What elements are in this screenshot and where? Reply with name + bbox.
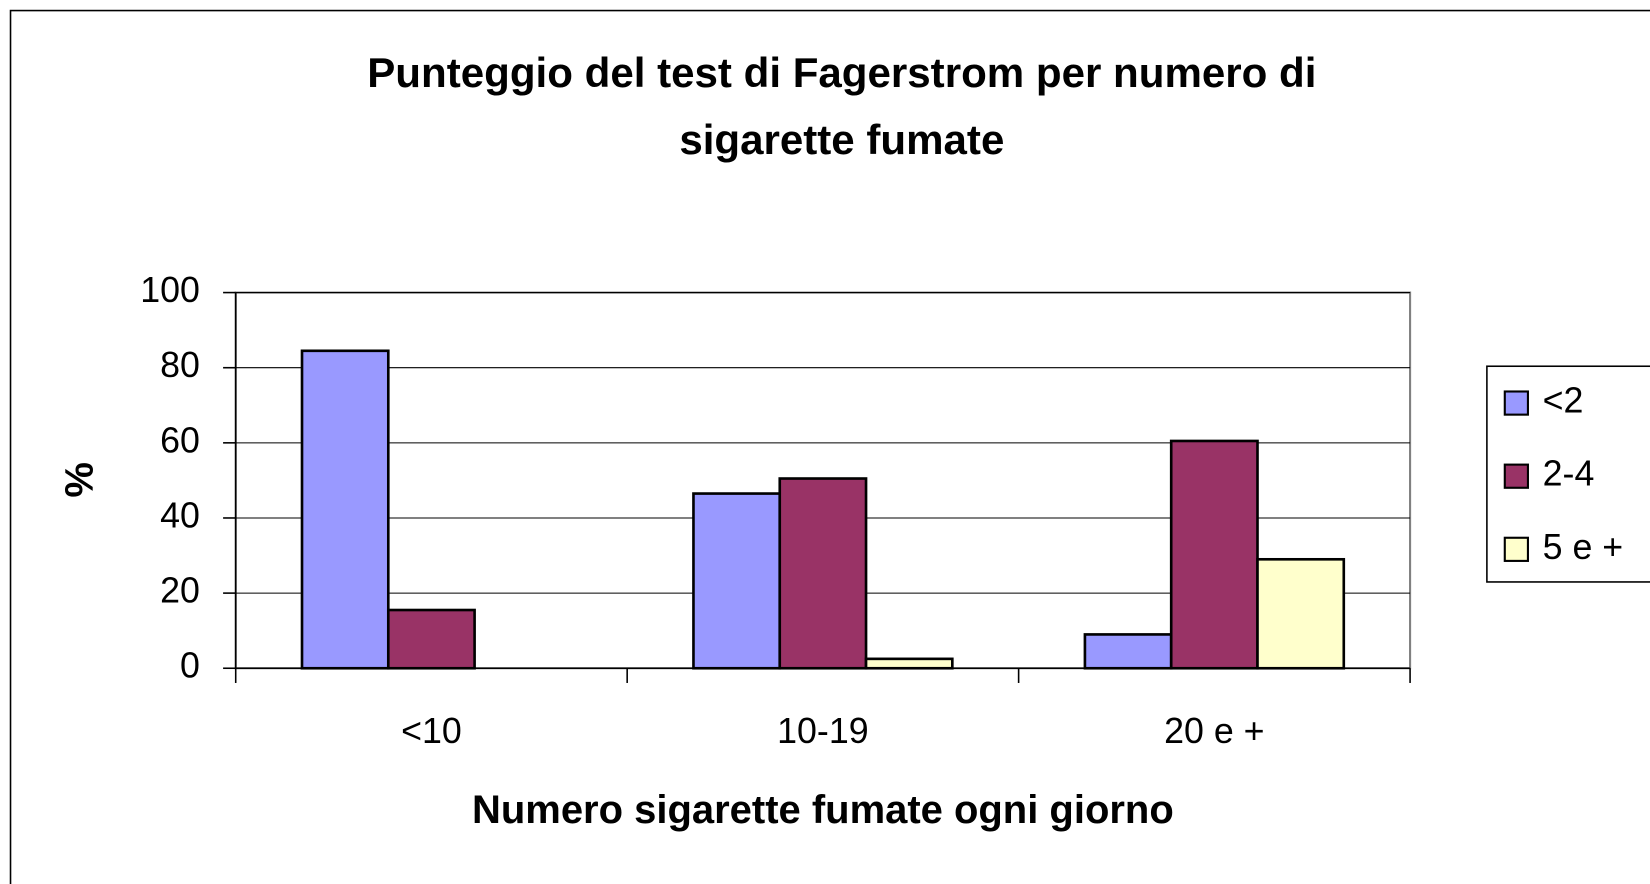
x-tick-label: 20 e + xyxy=(1164,711,1264,751)
x-tick-label: 10-19 xyxy=(777,711,868,751)
x-tick-label: <10 xyxy=(401,711,462,751)
y-tick-label: 20 xyxy=(160,571,200,611)
y-tick-label: 60 xyxy=(160,420,200,460)
bar xyxy=(386,608,476,670)
legend-swatch xyxy=(1503,463,1529,489)
chart-title: Punteggio del test di Fagerstrom per num… xyxy=(367,49,1316,163)
bar xyxy=(1083,633,1173,670)
y-tick-label: 40 xyxy=(160,495,200,535)
legend-label: 2-4 xyxy=(1543,454,1595,494)
x-axis-title: Numero sigarette fumate ogni giorno xyxy=(472,788,1174,832)
y-tick-label: 100 xyxy=(140,270,200,310)
bar xyxy=(300,349,390,670)
chart-title: sigarette fumate xyxy=(679,116,1004,163)
bar xyxy=(778,477,868,670)
chart-title: Punteggio del test di Fagerstrom per num… xyxy=(367,49,1316,96)
legend-label: 5 e + xyxy=(1543,527,1624,567)
legend-swatch xyxy=(1503,390,1529,416)
bar xyxy=(1169,439,1259,670)
bar xyxy=(692,492,782,670)
bar xyxy=(864,657,954,670)
legend-swatch xyxy=(1503,536,1529,562)
legend-label: <2 xyxy=(1543,381,1584,421)
y-axis-title: % xyxy=(58,462,102,498)
y-tick-label: 0 xyxy=(180,646,200,686)
y-tick-label: 80 xyxy=(160,345,200,385)
bar xyxy=(1256,557,1346,670)
